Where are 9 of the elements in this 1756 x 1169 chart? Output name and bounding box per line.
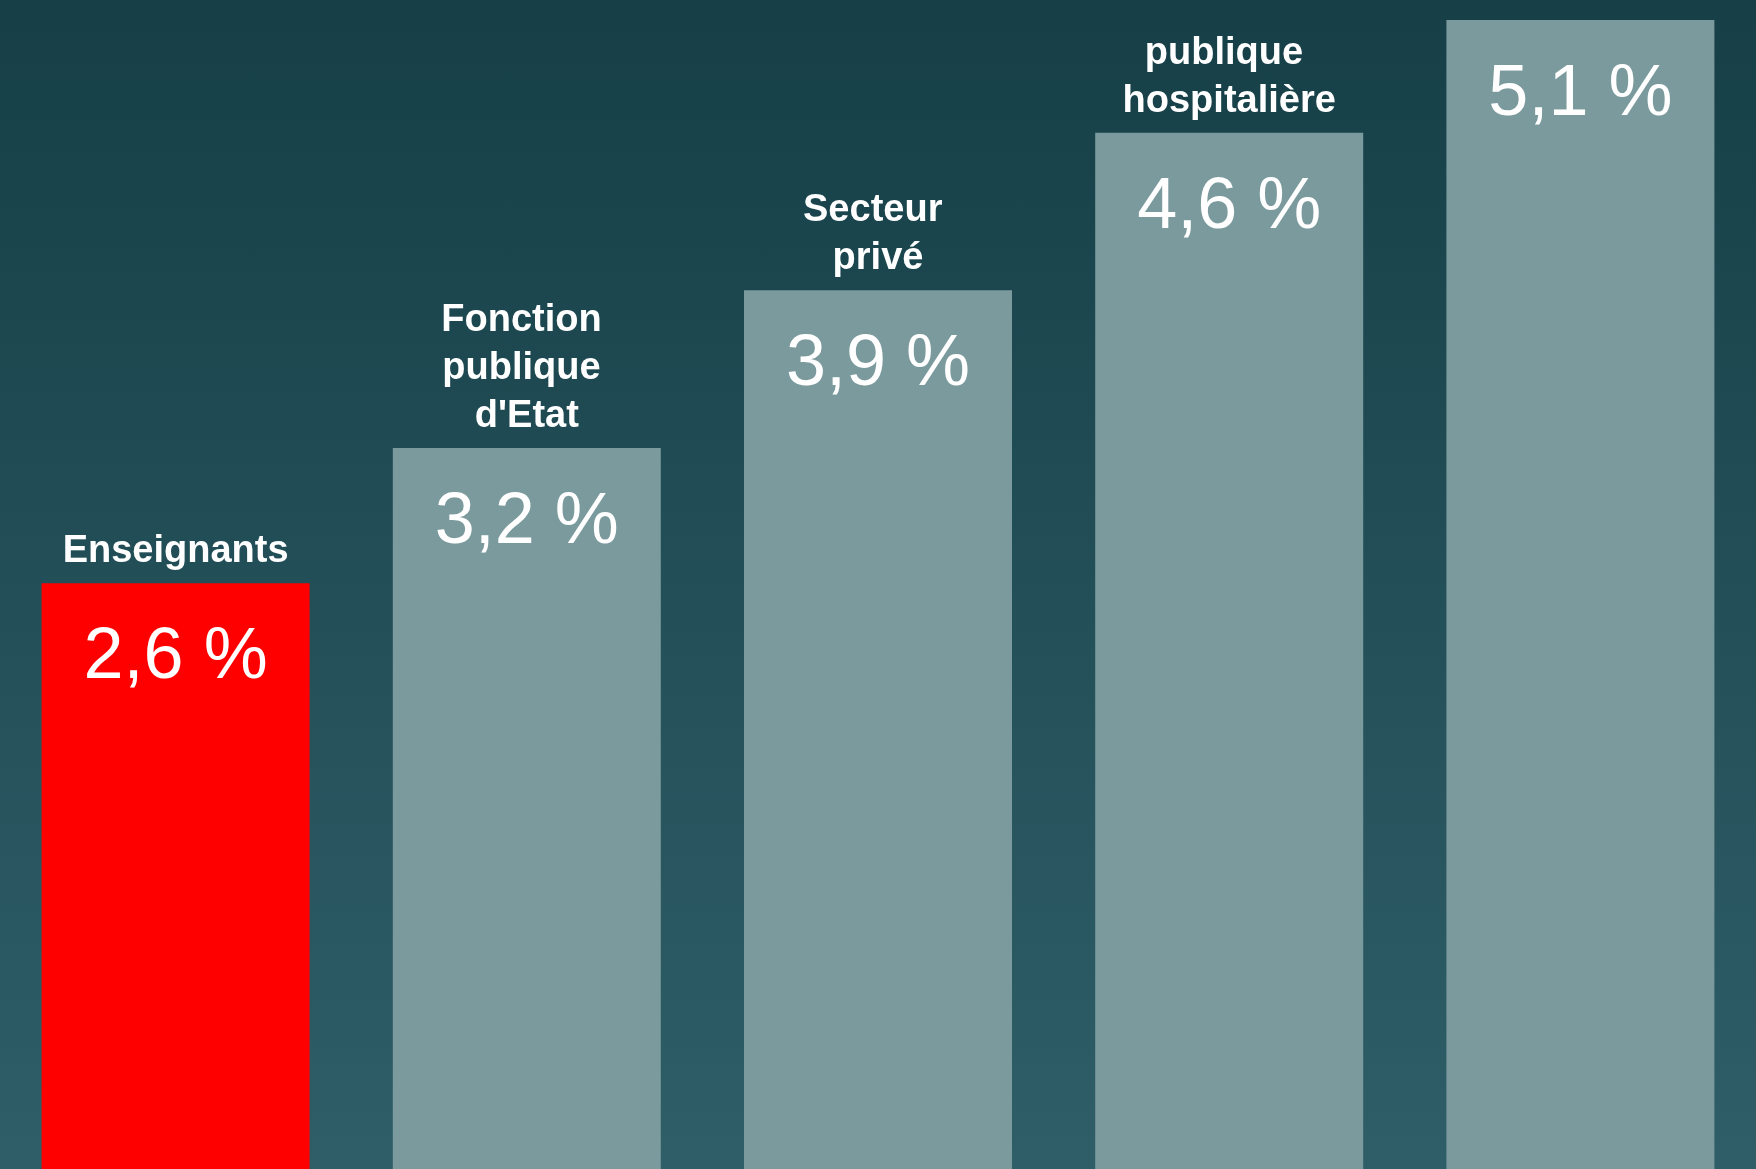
data-label: 3,2 % [434, 478, 619, 559]
x-tick-label: Fonction publique d'Etat [441, 297, 613, 436]
data-label: 4,6 % [1137, 162, 1322, 243]
x-tick-label: Secteur privé [803, 187, 953, 278]
data-label: 5,1 % [1488, 50, 1673, 130]
x-tick-label: Enseignants [62, 528, 289, 571]
data-label: 3,9 % [785, 320, 971, 401]
data-label: 2,6 % [83, 613, 268, 694]
x-tick-label: publique hospitalière [1122, 29, 1336, 120]
